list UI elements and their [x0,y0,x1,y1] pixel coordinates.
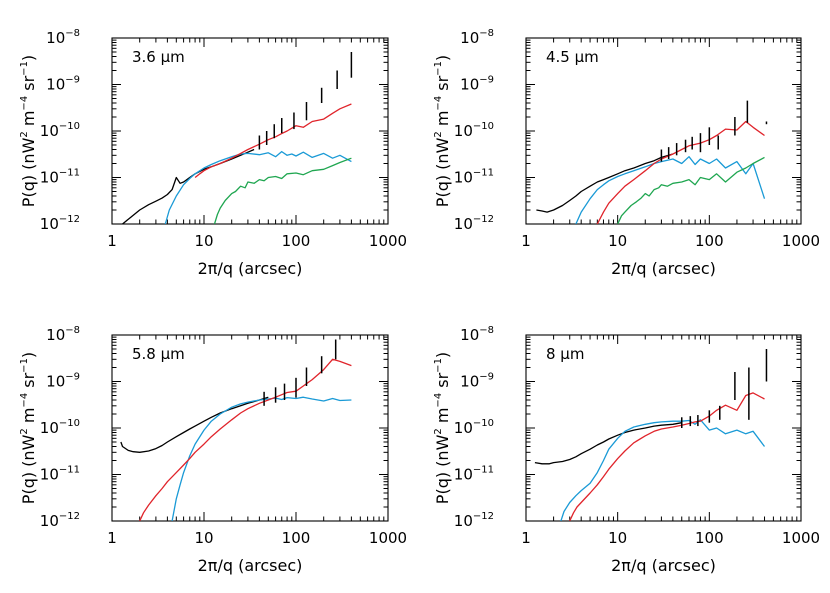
x-tick-label: 100 [282,232,311,250]
data-layer [120,339,352,521]
data-layer [122,51,353,224]
y-tick-label: 10−12 [40,214,80,233]
x-axis-title: 2π/q (arcsec) [198,556,303,575]
y-tick-label: 10−8 [460,28,494,47]
x-axis-title: 2π/q (arcsec) [198,259,303,278]
series-line-2 [575,156,766,224]
y-tick-label: 10−8 [460,325,494,344]
y-axis-title: P(q) (nW2 m−4 sr−1) [433,352,452,504]
series-line-3 [596,120,765,224]
panel-label: 4.5 μm [546,48,599,66]
x-tick-label: 10 [608,232,627,250]
y-axis-title: P(q) (nW2 m−4 sr−1) [19,352,38,504]
x-axis-title: 2π/q (arcsec) [611,259,716,278]
y-tick-label: 10−9 [46,75,80,94]
series-line-1 [122,148,255,224]
y-tick-label: 10−8 [46,325,80,344]
panel-1: 1 10 100 1000 10−12 10−11 10−10 10−9 10−8 2π/q (a… [19,28,407,278]
x-tick-label: 10 [194,529,213,547]
series-line-1 [536,153,674,213]
panel-label: 8 μm [546,345,584,363]
series-line-2 [560,419,766,521]
x-tick-label: 100 [282,529,311,547]
panel-2: 1 10 100 1000 10−12 10−11 10−10 10−9 10−8 2π/q (a… [433,28,820,278]
y-tick-label: 10−9 [460,372,494,391]
x-tick-label: 1 [107,232,117,250]
y-tick-label: 10−11 [40,465,80,484]
panel-3: 1 10 100 1000 10−12 10−11 10−10 10−9 10−8 2π/q (a… [19,325,407,575]
x-tick-label: 100 [695,232,724,250]
x-tick-label: 10 [194,232,213,250]
y-tick-label: 10−11 [454,465,494,484]
panel-label: 3.6 μm [132,48,185,66]
panel-4: 1 10 100 1000 10−12 10−11 10−10 10−9 10−8 2π/q (a… [433,325,820,575]
x-tick-label: 1 [521,232,531,250]
series-line-2 [164,150,352,224]
data-layer [534,348,768,521]
y-tick-label: 10−10 [40,121,80,140]
data-layer [536,100,768,224]
series-line-3 [194,103,352,179]
x-tick-label: 100 [695,529,724,547]
y-tick-label: 10−10 [454,418,494,437]
panel-label: 5.8 μm [132,345,185,363]
x-tick-label: 1000 [782,232,820,250]
series-line-4 [617,156,765,224]
series-line-2 [171,396,352,521]
x-tick-label: 1000 [369,232,407,250]
x-tick-label: 1000 [782,529,820,547]
y-axis-title: P(q) (nW2 m−4 sr−1) [19,55,38,207]
y-tick-label: 10−10 [454,121,494,140]
series-line-3 [139,358,352,521]
y-axis-title: P(q) (nW2 m−4 sr−1) [433,55,452,207]
y-tick-label: 10−8 [46,28,80,47]
y-tick-label: 10−9 [460,75,494,94]
y-tick-label: 10−12 [40,511,80,530]
series-line-1 [120,396,269,453]
y-tick-label: 10−9 [46,372,80,391]
x-tick-label: 1 [521,529,531,547]
x-tick-label: 1 [107,529,117,547]
y-tick-label: 10−12 [454,214,494,233]
series-line-1 [534,422,682,465]
y-tick-label: 10−12 [454,511,494,530]
x-axis-title: 2π/q (arcsec) [611,556,716,575]
x-tick-label: 1000 [369,529,407,547]
series-line-3 [569,392,765,521]
y-tick-label: 10−11 [454,168,494,187]
series-line-4 [213,157,352,224]
y-tick-label: 10−10 [40,418,80,437]
y-tick-label: 10−11 [40,168,80,187]
x-tick-label: 10 [608,529,627,547]
